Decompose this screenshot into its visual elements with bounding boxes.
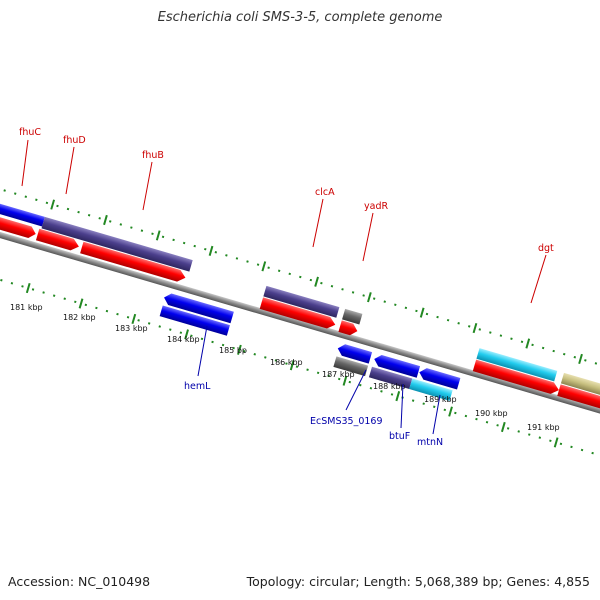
gene-label-btuF[interactable]: btuF — [389, 431, 410, 442]
gene-clcA-feature[interactable] — [263, 285, 340, 318]
genome-title: Escherichia coli SMS-3-5, complete genom… — [157, 10, 443, 25]
leader-line — [432, 394, 441, 435]
accession-text: Accession: NC_010498 — [8, 574, 151, 589]
gene-dgt-feature[interactable] — [476, 348, 558, 382]
ruler-label: 183 kbp — [115, 324, 148, 333]
ruler-label: 191 kbp — [527, 423, 560, 432]
gene-label-yadR[interactable]: yadR — [364, 201, 388, 212]
gene-label-EcSMS35_0169[interactable]: EcSMS35_0169 — [310, 416, 383, 427]
genome-backbone — [0, 226, 600, 424]
cds-dgt[interactable] — [472, 359, 561, 396]
genome-strip — [0, 186, 600, 463]
leader-line — [65, 146, 75, 195]
ruler-label: 188 kbp — [373, 382, 406, 391]
forward-gene-labels: fhuC fhuD fhuB clcA yadR dgt — [19, 127, 554, 304]
leader-line — [197, 325, 208, 377]
leader-line — [312, 198, 324, 248]
cds-btuF[interactable] — [373, 353, 421, 378]
ruler-label: 185 bp — [219, 346, 247, 355]
gene-next-feature[interactable] — [560, 372, 600, 406]
forward-cds-track — [0, 213, 600, 419]
cds-fhuD[interactable] — [35, 228, 81, 253]
gene-label-fhuC[interactable]: fhuC — [19, 127, 41, 138]
cds-next[interactable] — [557, 384, 600, 419]
ruler-label: 181 kbp — [10, 303, 43, 312]
leader-line — [400, 383, 404, 429]
cds-EcSMS35_0169[interactable] — [336, 343, 373, 364]
inner-major-ticks — [25, 282, 559, 448]
gene-btuF-feature[interactable] — [368, 366, 413, 390]
gene-label-hemL[interactable]: hemL — [184, 381, 211, 392]
ruler-labels: 181 kbp 182 kbp 183 kbp 184 kbp 185 bp 1… — [10, 303, 560, 432]
gene-label-fhuD[interactable]: fhuD — [63, 135, 86, 146]
cds-clcA[interactable] — [259, 297, 337, 330]
ruler-label: 182 kbp — [63, 313, 96, 322]
reverse-gene-labels: hemL EcSMS35_0169 btuF mtnN — [184, 325, 443, 448]
cds-mtnN[interactable] — [418, 366, 461, 390]
gene-yadR-feature[interactable] — [342, 308, 363, 325]
gene-mtnN-feature[interactable] — [409, 378, 453, 401]
reverse-gene-track — [159, 305, 453, 401]
gene-label-dgt[interactable]: dgt — [538, 243, 554, 254]
ruler-label: 184 kbp — [167, 335, 200, 344]
reverse-cds-track — [162, 292, 461, 390]
gene-label-clcA[interactable]: clcA — [315, 187, 335, 198]
cds-hemL[interactable] — [162, 292, 234, 324]
cds-fhuB[interactable] — [80, 241, 187, 284]
leader-line — [21, 139, 29, 187]
gene-label-fhuB[interactable]: fhuB — [142, 150, 164, 161]
cds-yadR[interactable] — [338, 320, 359, 337]
outer-tick-ring — [0, 186, 600, 379]
gene-EcSMS35_0169-feature[interactable] — [333, 356, 369, 377]
leader-line — [142, 161, 153, 211]
gene-hemL-feature[interactable] — [159, 305, 230, 336]
gene-label-mtnN[interactable]: mtnN — [417, 437, 443, 448]
gene-fhuC-feature[interactable] — [0, 200, 45, 227]
ruler-label: 189 kbp — [424, 395, 457, 404]
ruler-label: 190 kbp — [475, 409, 508, 418]
topology-text: Topology: circular; Length: 5,068,389 bp… — [246, 574, 590, 589]
outer-major-ticks — [50, 199, 583, 365]
leader-line — [530, 254, 547, 304]
ruler-label: 187 kbp — [322, 370, 355, 379]
forward-gene-track — [0, 200, 600, 406]
cds-fhuC[interactable] — [0, 213, 37, 240]
leader-line — [345, 369, 367, 411]
gene-fhuD-fhuB-feature[interactable] — [41, 216, 193, 272]
leader-line — [362, 212, 374, 262]
ruler-label: 186 kbp — [270, 358, 303, 367]
